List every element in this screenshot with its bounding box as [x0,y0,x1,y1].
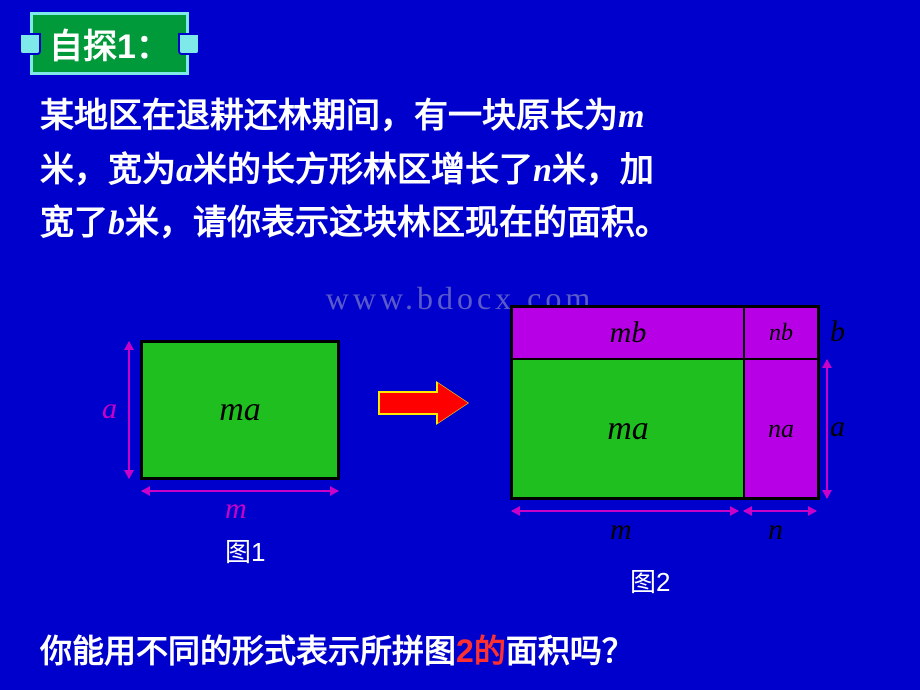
fig2-dim-m: m [610,513,632,547]
arrow-shaft [380,393,440,413]
q-n: 2 [456,633,474,669]
fig2-outer: mb nb ma na [510,305,820,500]
fig1-dim-m: m [225,492,247,526]
fig1-area: ma [219,391,261,429]
fig2-dim-b: b [830,315,845,349]
fig2-dim-m-arrow [512,510,738,512]
figure-2: mb nb ma na b a m n [490,305,890,555]
q-t2: 的 [474,633,506,669]
fig2-dim-a-arrow [826,360,828,498]
fig1-rect: ma [140,340,340,480]
problem-statement: 某地区在退耕还林期间，有一块原长为m 米，宽为a米的长方形林区增长了n米，加 宽… [40,90,890,251]
var-n: n [533,152,552,189]
fig2-label: 图2 [630,562,670,599]
fig2-dim-a: a [830,410,845,444]
bottom-question: 你能用不同的形式表示所拼图2的面积吗？ [40,626,634,672]
fig2-nb-text: nb [769,320,793,347]
var-a: a [176,152,193,189]
prob-t6: 米，请你表示这块林区现在的面积。 [125,204,669,242]
fig2-nb: nb [743,308,817,358]
fig2-na: na [743,358,817,497]
var-m: m [618,98,644,135]
fig2-dim-n: n [768,513,783,547]
figure-1: a ma m [100,330,360,530]
fig2-ma-text: ma [607,410,649,448]
big-arrow-icon [380,385,470,421]
fig2-mb-text: mb [610,316,647,350]
banner-text: 自探1： [49,28,170,66]
fig1-dim-a: a [102,392,117,426]
fig2-dim-n-arrow [744,510,816,512]
q-t1: 你能用不同的形式表示所拼图 [40,633,456,669]
q-t3: 面积吗？ [506,633,634,669]
fig1-label: 图1 [225,532,265,569]
section-banner: 自探1： [30,12,189,75]
var-b: b [108,205,125,242]
fig2-mb: mb [513,308,743,358]
prob-t2: 米，宽为 [40,151,176,189]
prob-t1: 某地区在退耕还林期间，有一块原长为 [40,97,618,135]
fig1-dim-a-arrow [128,342,130,478]
fig2-ma: ma [513,358,743,497]
prob-t5: 宽了 [40,204,108,242]
prob-t4: 米，加 [552,151,654,189]
prob-t3: 米的长方形林区增长了 [193,151,533,189]
arrow-head [438,383,468,423]
fig2-na-text: na [768,414,794,444]
